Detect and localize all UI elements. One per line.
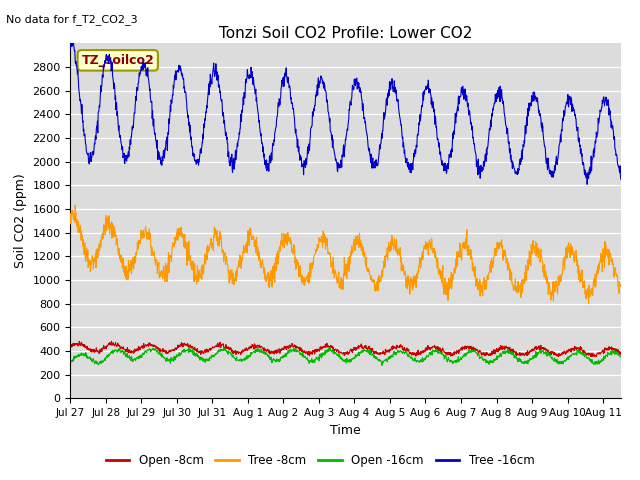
X-axis label: Time: Time [330,424,361,437]
Y-axis label: Soil CO2 (ppm): Soil CO2 (ppm) [14,173,27,268]
Text: TZ_soilco2: TZ_soilco2 [81,54,154,67]
Legend: Open -8cm, Tree -8cm, Open -16cm, Tree -16cm: Open -8cm, Tree -8cm, Open -16cm, Tree -… [101,449,539,472]
Title: Tonzi Soil CO2 Profile: Lower CO2: Tonzi Soil CO2 Profile: Lower CO2 [219,25,472,41]
Text: No data for f_T2_CO2_3: No data for f_T2_CO2_3 [6,14,138,25]
